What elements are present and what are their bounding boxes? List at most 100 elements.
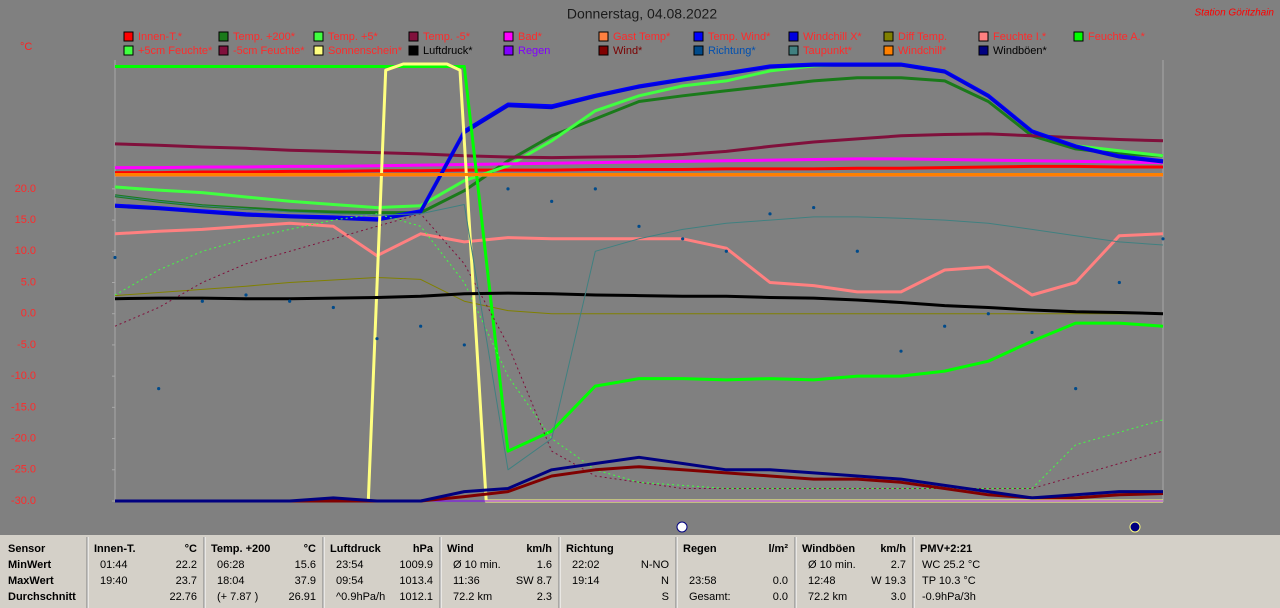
cell-right: 23.7 [176,575,197,587]
legend-label: Temp. +5* [328,31,379,43]
legend-label: Gast Temp* [613,31,671,43]
direction-dot [986,312,990,316]
cell-right: W 19.3 [871,575,906,587]
column-header: Windböen [802,543,855,555]
legend-label: Windböen* [993,45,1048,57]
column-unit: °C [185,543,197,555]
legend-swatch [313,31,324,42]
legend-swatch [978,45,989,56]
column-unit: l/m² [768,543,788,555]
column-header: Regen [683,543,717,555]
chart-background [0,0,1280,535]
y-tick-label: -20.0 [11,432,36,444]
sun-icon [676,521,688,533]
column-unit: hPa [413,543,434,555]
stats-table: Sensor MinWert MaxWert Durchschnitt Innen-T.… [8,537,980,608]
legend-label: Feuchte A.* [1088,31,1146,43]
legend-label: Diff Temp. [898,31,947,43]
row-label: Sensor [8,543,46,555]
cell-right: 37.9 [295,575,316,587]
cell-right: S [662,591,669,603]
y-tick-label: 5.0 [21,276,36,288]
direction-dot [899,349,903,353]
cell-right: 22.76 [169,591,197,603]
legend-label: Temp. -5* [423,31,471,43]
series-line [114,76,1164,215]
direction-dot [637,224,641,228]
plot: 20.0 15.0 10.0 5.0 0.0 -5.0 -10.0 -15.0 -20.0 -25… [11,62,1165,507]
cell-left: Gesamt: [689,591,731,603]
stats-background [0,535,1280,608]
direction-dot [157,387,161,391]
legend-swatch [693,31,704,42]
legend-swatch [788,45,799,56]
direction-dot [506,187,510,191]
legend-label: Richtung* [708,45,756,57]
column-header: Temp. +200 [211,543,270,555]
series-line [115,62,1163,503]
cell-right: 2.7 [891,559,906,571]
cell-right: 1013.4 [399,575,433,587]
direction-dot [200,299,204,303]
cell-right: 0.0 [773,591,788,603]
direction-dot [244,293,248,297]
cell-right: SW 8.7 [516,575,552,587]
cell-left: 23:58 [689,575,717,587]
row-label: MaxWert [8,575,54,587]
legend-swatch [123,45,134,56]
series-line [115,157,1164,170]
legend-label: Sonnenschein* [328,45,403,57]
y-tick-label: -25.0 [11,464,36,476]
cell-right: 26.91 [288,591,316,603]
legend-label: Temp. +200* [233,31,296,43]
direction-dot [724,249,728,253]
legend-label: Windchill* [898,45,947,57]
y-tick-label: 0.0 [21,308,36,320]
legend-label: Wind* [613,45,643,57]
legend-swatch [218,31,229,42]
legend-label: Feuchte I.* [993,31,1047,43]
legend-label: Innen-T.* [138,31,183,43]
cell-right: 1009.9 [399,559,433,571]
cell-left: 06:28 [217,559,245,571]
cell-right: 2.3 [537,591,552,603]
cell: -0.9hPa/3h [922,591,976,603]
direction-dot [1074,387,1078,391]
legend-swatch [883,45,894,56]
direction-dot [113,255,117,260]
y-tick-label: 10.0 [15,245,36,257]
row-label: Durchschnitt [8,591,76,603]
cell-left: 19:14 [572,575,600,587]
legend-swatch [1073,31,1084,42]
legend-swatch [503,45,514,56]
legend-swatch [123,31,134,42]
legend-label: Temp. Wind* [708,31,771,43]
legend-label: Luftdruck* [423,45,473,57]
cell-right: 3.0 [891,591,906,603]
y-tick-label: 15.0 [15,214,36,226]
row-label: MinWert [8,559,52,571]
series-line [114,63,1164,222]
y-tick-label: 20.0 [15,183,36,195]
legend-label: Bad* [518,31,543,43]
cell-left: 22:02 [572,559,600,571]
legend-swatch [693,45,704,56]
legend-swatch [978,31,989,42]
column-unit: °C [304,543,316,555]
direction-dot [943,324,947,328]
cell: TP 10.3 °C [922,575,976,587]
direction-dot [812,205,816,210]
legend-label: -5cm Feuchte* [233,45,305,57]
y-tick-label: -30.0 [11,495,36,507]
series-line [114,132,1164,160]
direction-dot [768,212,772,216]
cell-left: 11:36 [453,575,480,587]
cell-left: Ø 10 min. [808,559,856,571]
legend-label: Taupunkt* [803,45,853,57]
series-line [114,195,1164,471]
cell-right: N-NO [641,559,670,571]
direction-dot [855,249,859,253]
column-header: Richtung [566,543,614,555]
y-tick-label: -5.0 [17,339,36,351]
